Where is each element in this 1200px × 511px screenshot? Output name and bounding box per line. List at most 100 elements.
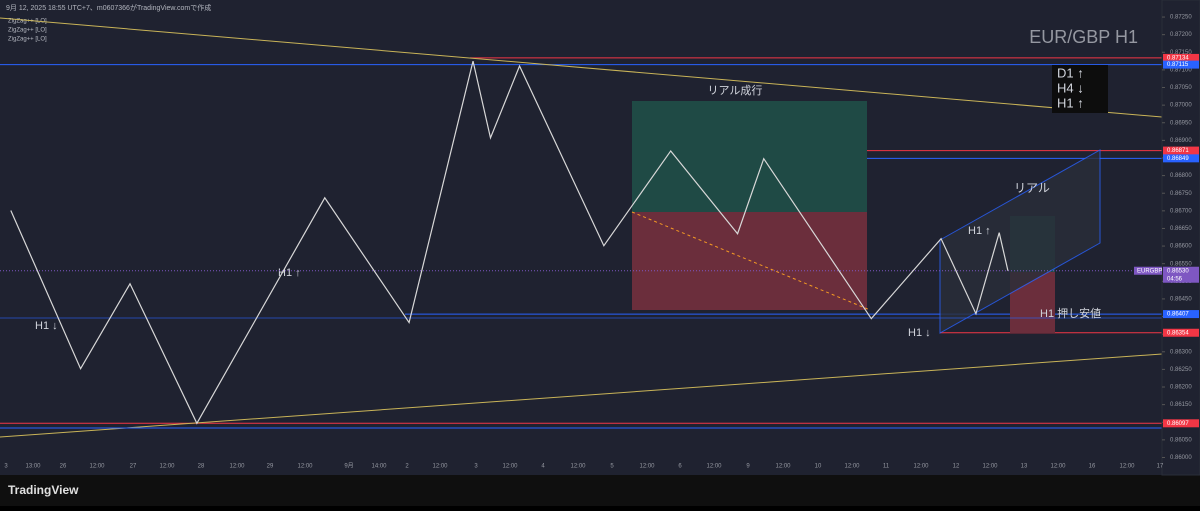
y-tick-label: 0.86950: [1170, 120, 1192, 126]
y-tick-label: 0.86550: [1170, 261, 1192, 267]
x-tick-label: 13: [1021, 464, 1028, 470]
price-tag: [1163, 419, 1199, 428]
y-tick-label: 0.86000: [1170, 455, 1192, 461]
footer: [0, 475, 1200, 506]
y-tick-label: 0.87150: [1170, 50, 1192, 56]
x-tick-label: 14:00: [371, 464, 387, 470]
price-tag-label: 0.86871: [1167, 148, 1189, 154]
x-tick-label: 12:00: [639, 464, 655, 470]
indicator: ZigZag++ [LO]: [8, 28, 47, 34]
x-tick-label: 9: [746, 464, 750, 470]
x-tick-label: 27: [130, 464, 137, 470]
y-tick-label: 0.86650: [1170, 226, 1192, 232]
y-tick-label: 0.86700: [1170, 208, 1192, 214]
price-tag-label: 0.86407: [1167, 312, 1189, 318]
annotation: リアル成行: [708, 84, 763, 97]
x-tick-label: 12: [953, 464, 960, 470]
x-tick-label: 12:00: [844, 464, 860, 470]
y-tick-label: 0.87000: [1170, 103, 1192, 109]
price-tag-label: 0.87115: [1167, 62, 1189, 68]
y-tick-label: 0.86450: [1170, 297, 1192, 303]
x-tick-label: 4: [541, 464, 545, 470]
price-tag: [1163, 146, 1199, 155]
trend-item: H1 ↑: [1057, 95, 1084, 110]
price-tag-label: 0.86097: [1167, 421, 1189, 427]
x-tick-label: 28: [198, 464, 205, 470]
x-tick-label: 12:00: [502, 464, 518, 470]
y-tick-label: 0.87050: [1170, 85, 1192, 91]
x-tick-label: 3: [474, 464, 478, 470]
chart-title: EUR/GBP H1: [1029, 27, 1138, 47]
annotation: リアル: [1014, 181, 1050, 195]
x-tick-label: 12:00: [297, 464, 313, 470]
symbol-label: EURGBP: [1137, 268, 1162, 274]
y-tick-label: 0.86900: [1170, 138, 1192, 144]
annotation: H1 ↓: [35, 320, 58, 332]
annotation: H1 ↑: [278, 267, 301, 279]
x-tick-label: 5: [610, 464, 614, 470]
trendline: [0, 353, 1163, 438]
indicator: ZigZag++ [LO]: [8, 19, 47, 25]
x-tick-label: 13:00: [25, 464, 41, 470]
x-tick-label: 9月: [344, 463, 353, 470]
x-tick-label: 12:00: [982, 464, 998, 470]
trendline: [0, 17, 1163, 118]
x-tick-label: 29: [267, 464, 274, 470]
x-tick-label: 12:00: [570, 464, 586, 470]
y-tick-label: 0.86800: [1170, 173, 1192, 179]
y-tick-label: 0.86200: [1170, 385, 1192, 391]
y-tick-label: 0.86750: [1170, 191, 1192, 197]
x-tick-label: 3: [4, 464, 8, 470]
x-tick-label: 26: [60, 464, 67, 470]
trend-item: D1 ↑: [1057, 65, 1084, 80]
price-tag: [1163, 60, 1199, 69]
annotation: H1 ↑: [968, 225, 991, 237]
x-tick-label: 12:00: [706, 464, 722, 470]
indicator: ZigZag++ [LO]: [8, 37, 47, 43]
x-tick-label: 12:00: [432, 464, 448, 470]
price-tag-label: 0.86530: [1167, 268, 1189, 274]
price-tag: [1163, 328, 1199, 337]
x-tick-label: 12:00: [1119, 464, 1135, 470]
price-tag: [1163, 53, 1199, 62]
y-tick-label: 0.86150: [1170, 402, 1192, 408]
trend-box: [1052, 65, 1108, 113]
price-tag: [1163, 266, 1199, 283]
x-tick-label: 12:00: [159, 464, 175, 470]
price-tag: [1163, 154, 1199, 163]
x-tick-label: 12:00: [775, 464, 791, 470]
annotation: H1 押し安値: [1040, 306, 1101, 320]
y-tick-label: 0.86050: [1170, 437, 1192, 443]
y-tick-label: 0.86250: [1170, 367, 1192, 373]
price-axis: [1161, 0, 1200, 476]
channel: [939, 149, 1101, 334]
x-tick-label: 10: [815, 464, 822, 470]
price-tag-label: 0.86354: [1167, 330, 1189, 336]
profit-zone: [632, 101, 867, 212]
trend-item: H4 ↓: [1057, 80, 1084, 95]
x-tick-label: 2: [405, 464, 409, 470]
annotation: H1 ↓: [908, 327, 931, 339]
y-tick-label: 0.87200: [1170, 32, 1192, 38]
zigzag-line: [10, 60, 1009, 425]
x-tick-label: 6: [678, 464, 682, 470]
y-tick-label: 0.87100: [1170, 67, 1192, 73]
x-tick-label: 12:00: [913, 464, 929, 470]
caption: 9月 12, 2025 18:55 UTC+7、m0607366がTrading…: [6, 3, 211, 12]
brand: TradingView: [8, 483, 79, 497]
countdown: 04:56: [1167, 276, 1183, 282]
x-tick-label: 11: [883, 464, 890, 470]
x-tick-label: 12:00: [89, 464, 105, 470]
y-tick-label: 0.87250: [1170, 15, 1192, 21]
price-tag: [1163, 310, 1199, 319]
y-tick-label: 0.86600: [1170, 244, 1192, 250]
y-tick-label: 0.86300: [1170, 349, 1192, 355]
x-tick-label: 12:00: [1050, 464, 1066, 470]
x-tick-label: 16: [1089, 464, 1096, 470]
price-tag-label: 0.87134: [1167, 55, 1189, 61]
price-tag-label: 0.86849: [1167, 156, 1189, 162]
x-tick-label: 12:00: [229, 464, 245, 470]
symbol-tag: [1134, 266, 1162, 275]
dashed-line: [631, 211, 871, 311]
